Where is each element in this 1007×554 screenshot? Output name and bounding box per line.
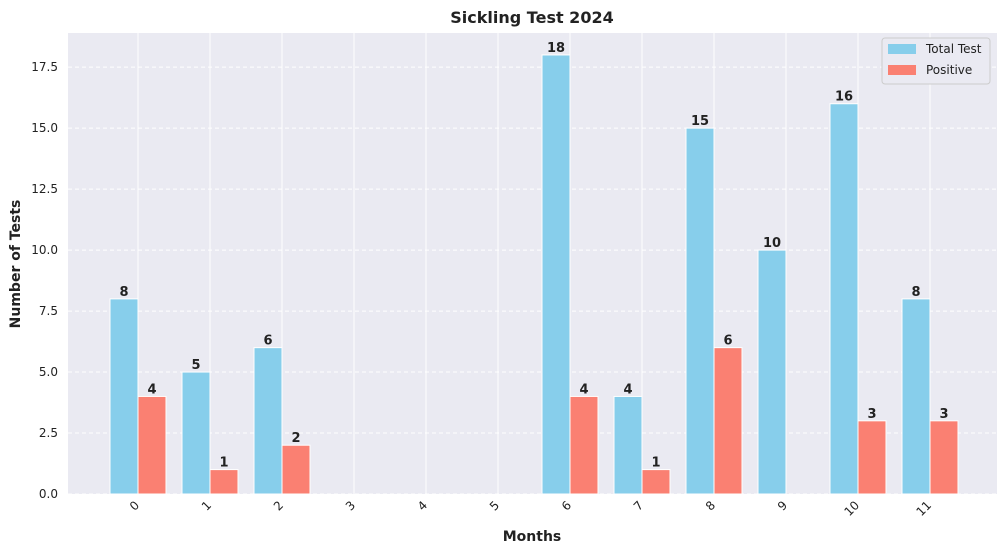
bar-value-label: 1 [219, 456, 228, 471]
y-tick-label: 0.0 [39, 487, 58, 501]
legend-swatch [888, 44, 916, 54]
total-test-bar [253, 347, 283, 495]
bar-value-label: 8 [119, 285, 128, 300]
bar-value-label: 6 [263, 334, 272, 349]
x-tick-label: 0 [127, 498, 142, 513]
y-tick-label: 15.0 [31, 121, 58, 135]
bar-value-label: 8 [911, 285, 920, 300]
y-tick-label: 5.0 [39, 365, 58, 379]
total-test-bar [829, 103, 859, 495]
x-tick-label: 7 [631, 498, 646, 513]
y-tick-label: 7.5 [39, 304, 58, 318]
positive-bar [713, 347, 743, 495]
y-axis-ticks: 0.0 2.5 5.0 7.5 10.0 12.5 15.0 17.5 [31, 60, 58, 501]
x-tick-label: 9 [775, 498, 790, 513]
bar-value-label: 10 [763, 236, 781, 251]
bar-value-label: 2 [291, 431, 300, 446]
y-tick-label: 17.5 [31, 60, 58, 74]
bar-value-label: 15 [691, 114, 709, 129]
positive-bar [281, 444, 311, 495]
positive-bar [209, 469, 239, 495]
x-axis-label: Months [503, 529, 562, 545]
x-tick-label: 6 [559, 498, 574, 513]
legend-swatch [888, 65, 916, 75]
positive-bar [929, 420, 959, 495]
y-tick-label: 2.5 [39, 426, 58, 440]
bar-value-label: 4 [579, 382, 588, 397]
total-test-bar [541, 54, 571, 495]
x-tick-label: 1 [199, 498, 214, 513]
bar-value-label: 18 [547, 41, 565, 56]
y-tick-label: 10.0 [31, 243, 58, 257]
total-test-bar [901, 298, 931, 495]
chart-title: Sickling Test 2024 [450, 8, 613, 27]
bar-value-label: 1 [651, 456, 660, 471]
bar-value-label: 5 [191, 358, 200, 373]
x-tick-label: 11 [913, 498, 934, 519]
bar-value-label: 4 [147, 382, 156, 397]
x-tick-label: 5 [487, 498, 502, 513]
positive-bar [137, 395, 167, 495]
bar-value-label: 6 [723, 334, 732, 349]
total-test-bar [109, 298, 139, 495]
bar-value-label: 4 [623, 382, 632, 397]
bars [109, 54, 959, 495]
y-tick-label: 12.5 [31, 182, 58, 196]
x-tick-label: 8 [703, 498, 718, 513]
total-test-bar [181, 371, 211, 495]
x-tick-label: 4 [415, 498, 430, 513]
bar-value-label: 3 [867, 407, 876, 422]
legend-label: Total Test [925, 42, 982, 56]
x-axis-ticks: 0 1 2 3 4 5 6 7 8 9 10 11 [127, 498, 934, 519]
legend-label: Positive [926, 63, 972, 77]
x-tick-label: 3 [343, 498, 358, 513]
positive-bar [857, 420, 887, 495]
legend: Total Test Positive [881, 37, 991, 85]
total-test-bar [613, 395, 643, 495]
total-test-bar [757, 249, 787, 495]
bar-value-label: 3 [939, 407, 948, 422]
x-tick-label: 10 [841, 498, 862, 519]
y-axis-label: Number of Tests [8, 200, 24, 329]
x-tick-label: 2 [271, 498, 286, 513]
positive-bar [641, 469, 671, 495]
bar-value-label: 16 [835, 90, 853, 105]
total-test-bar [685, 127, 715, 495]
positive-bar [569, 395, 599, 495]
